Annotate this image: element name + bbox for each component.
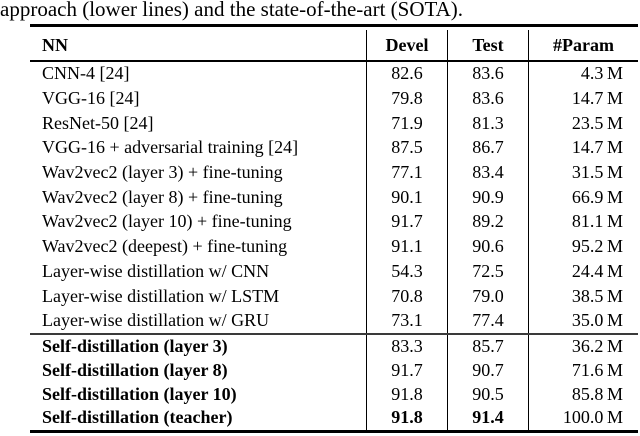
table-row: Self-distillation (teacher) 91.8 91.4 100.0… bbox=[30, 406, 638, 430]
header-divider-rule bbox=[30, 60, 638, 62]
table-cell-param: 71.6 M bbox=[528, 358, 638, 383]
table-cell-test: 83.4 bbox=[447, 160, 528, 185]
table-cell-devel: 91.8 bbox=[366, 406, 447, 430]
table-cell-param: 35.0 M bbox=[528, 308, 638, 334]
table-cell-test: 86.7 bbox=[447, 135, 528, 161]
table-cell-devel: 71.9 bbox=[366, 110, 447, 136]
table-row: Self-distillation (layer 10) 91.8 90.5 85.8… bbox=[30, 382, 638, 407]
table-cell-test: 90.9 bbox=[447, 184, 528, 210]
table-row: VGG-16 [24] 79.8 83.6 14.7 M bbox=[30, 86, 638, 111]
table-cell-devel: 83.3 bbox=[366, 335, 447, 359]
table-cell-test: 83.6 bbox=[447, 61, 528, 87]
table-cell-name: VGG-16 + adversarial training [24] bbox=[42, 137, 299, 158]
table-cell-devel: 90.1 bbox=[366, 184, 447, 210]
table-cell-devel: 91.7 bbox=[366, 209, 447, 235]
table-row: Self-distillation (layer 8) 91.7 90.7 71.6 … bbox=[30, 358, 638, 383]
table-cell-devel: 87.5 bbox=[366, 135, 447, 161]
table-cell-devel: 91.1 bbox=[366, 234, 447, 259]
table-cell-param: 24.4 M bbox=[528, 259, 638, 284]
table-row: ResNet-50 [24] 71.9 81.3 23.5 M bbox=[30, 110, 638, 136]
table-cell-param: 36.2 M bbox=[528, 335, 638, 359]
table-cell-name: Self-distillation (layer 10) bbox=[42, 383, 237, 404]
table-row: VGG-16 + adversarial training [24] 87.5 86… bbox=[30, 135, 638, 161]
table-row: Wav2vec2 (deepest) + fine-tuning 91.1 90.6… bbox=[30, 234, 638, 259]
table-cell-name: Layer-wise distillation w/ CNN bbox=[42, 260, 270, 281]
table-cell-test: 90.6 bbox=[447, 234, 528, 259]
table-cell-param: 81.1 M bbox=[528, 209, 638, 235]
table-cell-name: CNN-4 [24] bbox=[42, 63, 130, 84]
table-cell-name: Self-distillation (layer 3) bbox=[42, 336, 228, 357]
header-cell-test: Test bbox=[447, 30, 528, 60]
table-cell-test: 90.5 bbox=[447, 382, 528, 407]
table-cell-param: 23.5 M bbox=[528, 110, 638, 136]
table-cell-param: 95.2 M bbox=[528, 234, 638, 259]
header-cell-nn: NN bbox=[42, 34, 68, 55]
table-cell-name: Wav2vec2 (layer 3) + fine-tuning bbox=[42, 162, 283, 183]
table-top-rule bbox=[30, 24, 638, 27]
table-cell-name: Layer-wise distillation w/ GRU bbox=[42, 310, 270, 331]
table-cell-name: Wav2vec2 (deepest) + fine-tuning bbox=[42, 236, 288, 257]
table-cell-test: 90.7 bbox=[447, 358, 528, 383]
table-cell-test: 83.6 bbox=[447, 86, 528, 111]
table-cell-test: 81.3 bbox=[447, 110, 528, 136]
table-cell-test: 79.0 bbox=[447, 283, 528, 309]
table-bottom-rule bbox=[30, 429, 638, 433]
table-cell-param: 100.0 M bbox=[528, 406, 638, 430]
table-cell-test: 77.4 bbox=[447, 308, 528, 334]
table-row: CNN-4 [24] 82.6 83.6 4.3 M bbox=[30, 61, 638, 87]
table-cell-test: 89.2 bbox=[447, 209, 528, 235]
section-divider-rule bbox=[30, 333, 638, 336]
table-cell-devel: 79.8 bbox=[366, 86, 447, 111]
table-cell-name: Layer-wise distillation w/ LSTM bbox=[42, 285, 280, 306]
table-cell-devel: 91.7 bbox=[366, 358, 447, 383]
table-caption: approach (lower lines) and the state-of-… bbox=[0, 0, 464, 21]
table-cell-devel: 91.8 bbox=[366, 382, 447, 407]
table-cell-test: 72.5 bbox=[447, 259, 528, 284]
table-cell-devel: 77.1 bbox=[366, 160, 447, 185]
table-cell-param: 38.5 M bbox=[528, 283, 638, 309]
table-body: CNN-4 [24] 82.6 83.6 4.3 M VGG-16 [24] 79.8 83… bbox=[30, 61, 638, 430]
table-cell-param: 14.7 M bbox=[528, 86, 638, 111]
table-row: Layer-wise distillation w/ CNN 54.3 72.5 24… bbox=[30, 259, 638, 284]
table-row: Wav2vec2 (layer 10) + fine-tuning 91.7 89.… bbox=[30, 209, 638, 235]
table-cell-param: 14.7 M bbox=[528, 135, 638, 161]
table-cell-param: 31.5 M bbox=[528, 160, 638, 185]
header-cell-param: #Param bbox=[528, 30, 638, 60]
table-cell-test: 85.7 bbox=[447, 335, 528, 359]
table-cell-param: 4.3 M bbox=[528, 61, 638, 87]
table-cell-name: Wav2vec2 (layer 8) + fine-tuning bbox=[42, 186, 283, 207]
table-cell-name: Wav2vec2 (layer 10) + fine-tuning bbox=[42, 211, 292, 232]
results-table: NN Devel Test #Param CNN-4 [24] 82.6 83.6 4… bbox=[30, 24, 638, 433]
table-cell-test: 91.4 bbox=[447, 406, 528, 430]
table-header-row: NN Devel Test #Param bbox=[30, 27, 638, 60]
table-cell-name: Self-distillation (layer 8) bbox=[42, 360, 228, 381]
header-cell-devel: Devel bbox=[366, 30, 447, 60]
table-row: Layer-wise distillation w/ LSTM 70.8 79.0 3… bbox=[30, 283, 638, 309]
table-cell-name: Self-distillation (teacher) bbox=[42, 407, 233, 428]
table-cell-devel: 54.3 bbox=[366, 259, 447, 284]
table-row: Self-distillation (layer 3) 83.3 85.7 36.2 … bbox=[30, 335, 638, 359]
table-cell-devel: 73.1 bbox=[366, 308, 447, 334]
table-row: Layer-wise distillation w/ GRU 73.1 77.4 35… bbox=[30, 308, 638, 334]
table-cell-param: 85.8 M bbox=[528, 382, 638, 407]
table-row: Wav2vec2 (layer 8) + fine-tuning 90.1 90.9… bbox=[30, 184, 638, 210]
table-cell-devel: 82.6 bbox=[366, 61, 447, 87]
table-cell-name: VGG-16 [24] bbox=[42, 88, 140, 109]
table-cell-name: ResNet-50 [24] bbox=[42, 112, 154, 133]
table-cell-param: 66.9 M bbox=[528, 184, 638, 210]
table-cell-devel: 70.8 bbox=[366, 283, 447, 309]
table-row: Wav2vec2 (layer 3) + fine-tuning 77.1 83.4… bbox=[30, 160, 638, 185]
